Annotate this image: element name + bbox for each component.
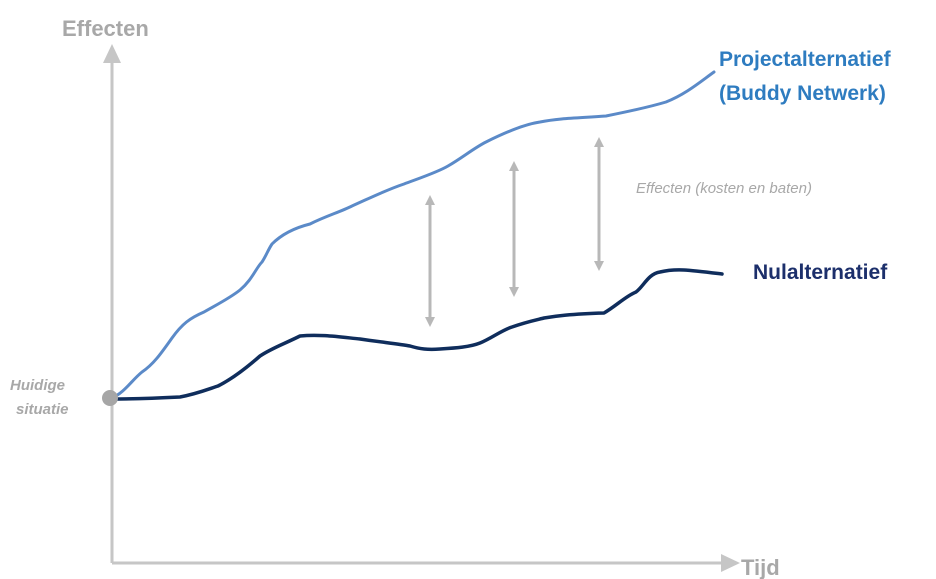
x-axis-label: Tijd bbox=[741, 555, 780, 579]
axes bbox=[103, 44, 740, 572]
null-alternative-curve bbox=[110, 268, 724, 401]
y-axis-label: Effecten bbox=[62, 16, 149, 41]
current-situation-label-line2: situatie bbox=[16, 401, 69, 418]
current-situation-label-line1: Huidige bbox=[10, 377, 65, 394]
null-alternative-label: Nulalternatief bbox=[753, 261, 888, 284]
effect-arrows bbox=[425, 137, 604, 327]
project-alternative-label-line2: (Buddy Netwerk) bbox=[719, 82, 886, 105]
effects-label: Effecten (kosten en baten) bbox=[636, 180, 812, 197]
project-alternative-curve bbox=[110, 70, 716, 400]
x-axis-arrowhead bbox=[721, 554, 740, 572]
y-axis-arrowhead bbox=[103, 44, 121, 63]
current-situation-dot bbox=[102, 390, 118, 406]
project-alternative-label-line1: Projectalternatief bbox=[719, 48, 892, 71]
